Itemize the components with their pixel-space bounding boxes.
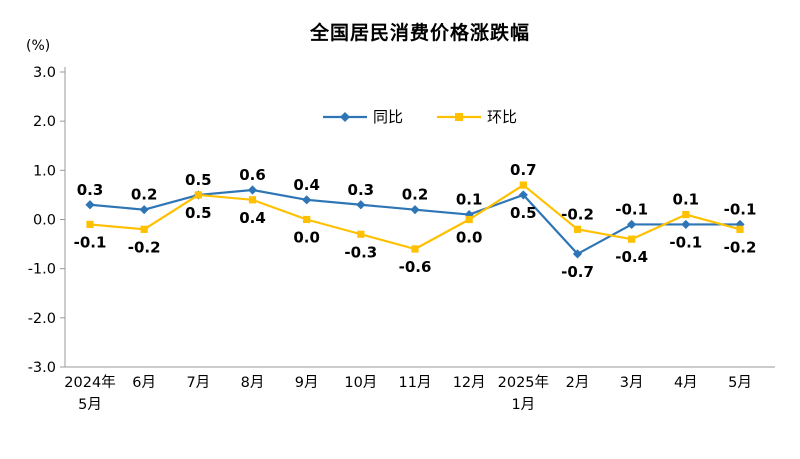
x-tick-label: 2025年 1月 bbox=[498, 374, 549, 413]
y-tick-label: -1.0 bbox=[28, 262, 56, 278]
y-axis: 3.0 2.0 1.0 0.0 -1.0 -2.0 -3.0 bbox=[28, 65, 65, 376]
x-tick-label: 9月 bbox=[295, 375, 319, 391]
data-point-marker bbox=[247, 185, 258, 195]
y-axis-unit-label: (%) bbox=[26, 38, 51, 54]
data-point-marker bbox=[573, 225, 582, 233]
data-label: -0.4 bbox=[615, 248, 648, 266]
data-label: -0.1 bbox=[615, 200, 648, 218]
data-point-marker bbox=[736, 225, 744, 233]
chart-title: 全国居民消费价格涨跌幅 bbox=[309, 22, 530, 44]
data-point-marker bbox=[302, 195, 312, 205]
axes bbox=[64, 67, 775, 368]
data-point-marker bbox=[628, 235, 636, 243]
data-label: 0.7 bbox=[510, 161, 537, 179]
x-tick-label: 4月 bbox=[674, 375, 698, 391]
legend-marker-huanbi-icon bbox=[437, 112, 481, 121]
x-tick-label: 2024年 5月 bbox=[64, 374, 115, 413]
data-point-marker bbox=[357, 230, 365, 238]
x-tick-label: 2月 bbox=[566, 375, 590, 391]
chart-legend: 同比 环比 bbox=[65, 106, 775, 127]
legend-label-huanbi: 环比 bbox=[487, 108, 518, 126]
data-label: 0.5 bbox=[510, 204, 537, 222]
legend-marker-tongbi-icon bbox=[322, 111, 367, 122]
data-label: -0.2 bbox=[128, 238, 161, 256]
x-axis: 2024年 5月 6月 7月 8月 9月 10月 11月 12月 2025年 1月 2月 3月 4月 5月 bbox=[64, 374, 752, 413]
data-label: 0.6 bbox=[239, 166, 266, 184]
data-point-marker bbox=[86, 220, 94, 229]
data-label: 0.3 bbox=[77, 181, 104, 199]
y-tick-label: -2.0 bbox=[28, 311, 56, 327]
data-label: 0.2 bbox=[402, 186, 429, 204]
data-point-marker bbox=[248, 196, 257, 204]
x-tick-label: 3月 bbox=[620, 375, 644, 391]
data-point-marker bbox=[519, 181, 527, 189]
data-point-marker bbox=[682, 210, 690, 219]
data-point-marker bbox=[140, 225, 148, 233]
data-label: -0.1 bbox=[669, 233, 702, 251]
x-tick-label: 6月 bbox=[132, 375, 156, 391]
data-label: 0.5 bbox=[185, 204, 212, 222]
data-point-marker bbox=[139, 205, 149, 215]
data-label: -0.6 bbox=[399, 258, 432, 276]
data-labels: 0.3 -0.1 0.2 -0.2 0.5 0.5 0.6 0.4 0.4 0.0 0.3 -0.3 0… bbox=[74, 161, 757, 281]
x-tick-label: 10月 bbox=[344, 375, 377, 391]
data-label: 0.3 bbox=[348, 181, 375, 199]
data-label: 0.5 bbox=[185, 171, 212, 189]
data-point-marker bbox=[356, 200, 366, 210]
legend-label-tongbi: 同比 bbox=[372, 108, 403, 126]
data-label: 0.1 bbox=[673, 191, 700, 209]
data-point-marker bbox=[411, 245, 419, 253]
data-label: -0.2 bbox=[724, 238, 757, 256]
x-tick-label: 7月 bbox=[186, 375, 210, 391]
data-point-marker bbox=[518, 190, 528, 200]
x-tick-label: 12月 bbox=[453, 375, 486, 391]
data-label: -0.1 bbox=[724, 200, 757, 218]
y-tick-label: 3.0 bbox=[33, 65, 56, 81]
data-label: 0.2 bbox=[131, 186, 158, 204]
legend-item-tongbi: 同比 bbox=[322, 106, 403, 127]
y-tick-label: 2.0 bbox=[33, 114, 56, 130]
data-point-marker bbox=[572, 249, 583, 259]
data-label: 0.0 bbox=[456, 229, 483, 247]
data-label: 0.1 bbox=[456, 191, 483, 209]
legend-item-huanbi: 环比 bbox=[437, 106, 517, 127]
x-tick-label: 11月 bbox=[399, 375, 432, 391]
x-tick-label: 8月 bbox=[241, 375, 265, 391]
x-tick-label: 5月 bbox=[728, 375, 752, 391]
data-point-marker bbox=[85, 200, 95, 210]
data-label: -0.3 bbox=[344, 243, 377, 261]
data-label: 0.4 bbox=[239, 209, 266, 227]
data-label: 0.0 bbox=[293, 229, 320, 247]
y-tick-label: -3.0 bbox=[28, 360, 56, 376]
y-tick-label: 0.0 bbox=[33, 213, 56, 229]
data-label: -0.2 bbox=[561, 205, 594, 223]
data-point-marker bbox=[194, 191, 202, 199]
data-point-marker bbox=[465, 215, 473, 224]
data-point-marker bbox=[627, 219, 637, 230]
data-label: -0.7 bbox=[561, 263, 594, 281]
data-point-marker bbox=[681, 219, 691, 230]
data-label: 0.4 bbox=[293, 176, 320, 194]
data-label: -0.1 bbox=[74, 233, 107, 251]
data-point-marker bbox=[303, 215, 311, 224]
data-point-marker bbox=[410, 205, 420, 215]
y-tick-label: 1.0 bbox=[33, 163, 56, 179]
